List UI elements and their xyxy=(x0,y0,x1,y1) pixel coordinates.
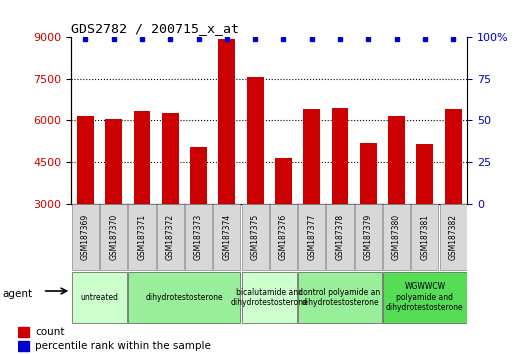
Bar xyxy=(303,109,320,204)
Bar xyxy=(100,204,127,270)
Bar xyxy=(332,108,348,204)
Bar xyxy=(439,204,467,270)
Text: bicalutamide and
dihydrotestosterone: bicalutamide and dihydrotestosterone xyxy=(230,288,308,307)
Bar xyxy=(105,119,122,204)
Text: GSM187371: GSM187371 xyxy=(137,214,146,260)
Bar xyxy=(128,272,240,323)
Text: GSM187375: GSM187375 xyxy=(251,214,260,260)
Text: GSM187382: GSM187382 xyxy=(449,214,458,260)
Text: count: count xyxy=(35,327,64,337)
Bar xyxy=(383,272,467,323)
Bar xyxy=(247,78,263,204)
Bar xyxy=(190,147,207,204)
Bar xyxy=(18,327,29,337)
Text: GSM187374: GSM187374 xyxy=(222,214,231,260)
Bar xyxy=(411,204,438,270)
Text: GSM187369: GSM187369 xyxy=(81,214,90,260)
Text: GSM187378: GSM187378 xyxy=(335,214,344,260)
Text: GDS2782 / 200715_x_at: GDS2782 / 200715_x_at xyxy=(71,22,239,35)
Text: GSM187370: GSM187370 xyxy=(109,214,118,260)
Bar xyxy=(355,204,382,270)
Bar xyxy=(134,111,150,204)
Bar xyxy=(360,143,377,204)
Bar xyxy=(275,158,292,204)
Text: GSM187381: GSM187381 xyxy=(420,214,429,260)
Bar xyxy=(18,341,29,351)
Bar xyxy=(417,144,433,204)
Text: GSM187373: GSM187373 xyxy=(194,214,203,260)
Text: percentile rank within the sample: percentile rank within the sample xyxy=(35,341,211,351)
Text: GSM187372: GSM187372 xyxy=(166,214,175,260)
Text: WGWWCW
polyamide and
dihydrotestosterone: WGWWCW polyamide and dihydrotestosterone xyxy=(386,282,464,312)
Text: dihydrotestosterone: dihydrotestosterone xyxy=(146,293,223,302)
Bar xyxy=(72,272,127,323)
Bar xyxy=(241,204,269,270)
Bar xyxy=(72,204,99,270)
Text: control polyamide an
dihydrotestosterone: control polyamide an dihydrotestosterone xyxy=(299,288,381,307)
Bar xyxy=(157,204,184,270)
Bar xyxy=(241,272,297,323)
Bar xyxy=(383,204,410,270)
Bar xyxy=(298,272,382,323)
Bar xyxy=(162,113,179,204)
Bar xyxy=(128,204,156,270)
Bar xyxy=(388,116,405,204)
Bar xyxy=(213,204,240,270)
Text: GSM187377: GSM187377 xyxy=(307,214,316,260)
Text: GSM187380: GSM187380 xyxy=(392,214,401,260)
Bar xyxy=(219,39,235,204)
Text: untreated: untreated xyxy=(81,293,119,302)
Bar xyxy=(270,204,297,270)
Bar xyxy=(326,204,354,270)
Bar xyxy=(77,116,94,204)
Bar xyxy=(298,204,325,270)
Text: GSM187379: GSM187379 xyxy=(364,214,373,260)
Bar xyxy=(185,204,212,270)
Text: agent: agent xyxy=(3,289,33,299)
Text: GSM187376: GSM187376 xyxy=(279,214,288,260)
Bar xyxy=(445,109,461,204)
